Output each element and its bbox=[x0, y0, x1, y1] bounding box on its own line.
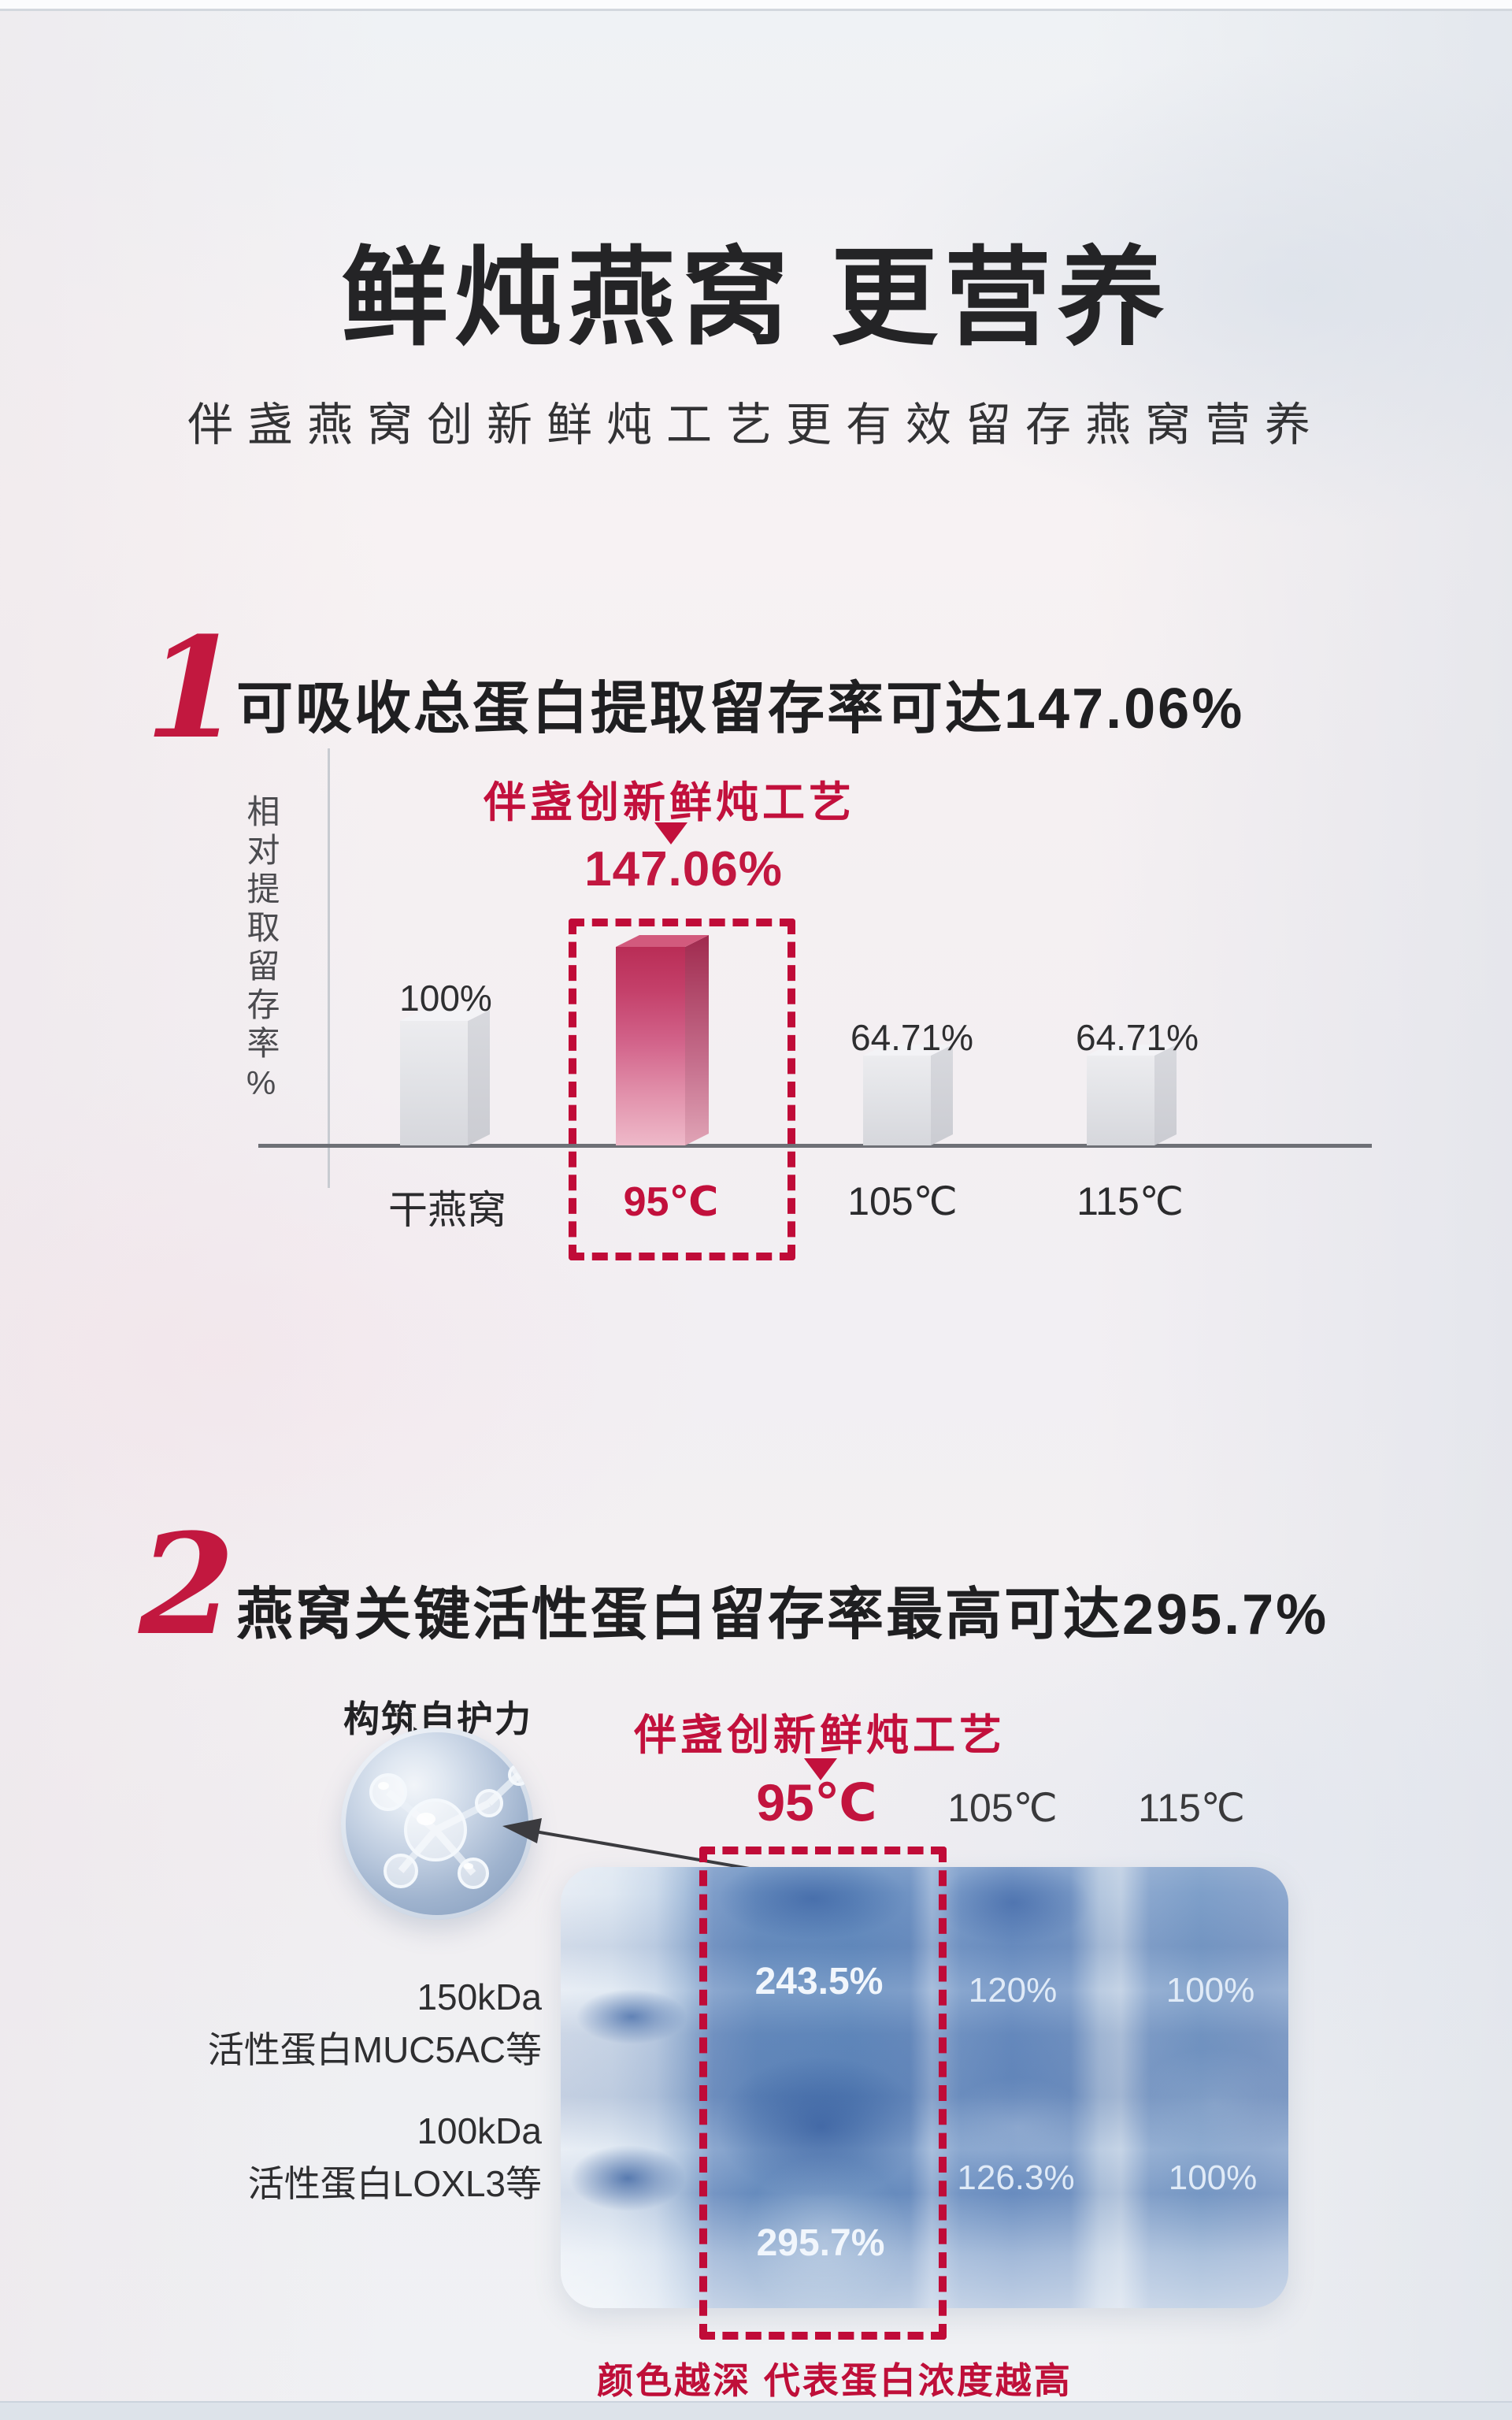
gel-value-105c-muc5ac: 120% bbox=[968, 1971, 1058, 2010]
gel-row-protein-muc5ac: 活性蛋白MUC5AC等 bbox=[207, 2029, 542, 2070]
gel-caption: 颜色越深 代表蛋白浓度越高 bbox=[597, 2360, 1073, 2401]
page-subtitle: 伴盏燕窝创新鲜炖工艺更有效留存燕窝营养 bbox=[187, 399, 1325, 451]
gel-callout-label: 伴盏创新鲜炖工艺 bbox=[634, 1712, 1006, 1759]
chart1-callout-label: 伴盏创新鲜炖工艺 bbox=[484, 779, 855, 826]
bar-115c bbox=[1087, 1045, 1177, 1145]
gel-column-95c: 95℃ bbox=[756, 1773, 877, 1832]
page-title: 鲜炖燕窝 更营养 bbox=[341, 238, 1171, 358]
bar-front-face bbox=[1087, 1056, 1154, 1145]
bar-category-label: 干燕窝 bbox=[388, 1188, 506, 1232]
bar-front-face bbox=[863, 1056, 931, 1145]
chart1-highlight-value: 147.06% bbox=[584, 842, 783, 896]
gel-row-protein-loxl3: 活性蛋白LOXL3等 bbox=[247, 2163, 542, 2204]
bar-105c bbox=[863, 1045, 953, 1145]
chart1-y-axis-line bbox=[328, 748, 330, 1188]
gel-value-115c-muc5ac: 100% bbox=[1166, 1971, 1255, 2010]
bar-top-face bbox=[1087, 1045, 1177, 1056]
bar-category-label-highlight: 95℃ bbox=[623, 1179, 719, 1225]
bar-value-label: 64.71% bbox=[1075, 1017, 1199, 1058]
bar-top-face bbox=[400, 1010, 490, 1021]
section2-heading: 燕窝关键活性蛋白留存率最高可达295.7% bbox=[236, 1583, 1329, 1646]
chart1-y-axis-label: 相对提取留存率% bbox=[243, 794, 280, 1107]
bar-top-face bbox=[863, 1045, 953, 1056]
bar-value-label: 100% bbox=[399, 978, 492, 1019]
chart1-highlight-dashed-box bbox=[569, 919, 795, 1260]
bar-front-face bbox=[616, 947, 685, 1145]
gel-highlight-dashed-box bbox=[699, 1847, 947, 2340]
down-arrow-icon bbox=[804, 1758, 837, 1780]
section1-number: 1 bbox=[145, 607, 242, 770]
bar-dry-birdnest bbox=[400, 1010, 490, 1145]
bar-front-face bbox=[400, 1021, 468, 1145]
gel-row-marker-150kda: 150kDa bbox=[417, 1976, 542, 2017]
top-strip bbox=[0, 0, 1512, 9]
gel-value-95c-loxl3: 295.7% bbox=[756, 2222, 885, 2264]
gel-value-105c-loxl3: 126.3% bbox=[957, 2158, 1075, 2197]
molecule-photo bbox=[341, 1728, 533, 1920]
gel-row-marker-100kda: 100kDa bbox=[417, 2110, 542, 2151]
bar-value-label: 64.71% bbox=[850, 1017, 973, 1058]
gel-column-105c: 105℃ bbox=[947, 1786, 1058, 1830]
bar-95c-highlight bbox=[616, 935, 709, 1145]
bottom-strip bbox=[0, 2401, 1512, 2420]
gel-column-115c: 115℃ bbox=[1138, 1786, 1245, 1830]
down-arrow-icon bbox=[654, 822, 687, 844]
top-hairline bbox=[0, 9, 1512, 11]
gel-value-95c-muc5ac: 243.5% bbox=[754, 1961, 884, 2002]
gel-electrophoresis-image bbox=[561, 1867, 1288, 2308]
chart1-baseline bbox=[258, 1144, 1372, 1148]
gel-value-115c-loxl3: 100% bbox=[1168, 2158, 1258, 2197]
bar-category-label: 115℃ bbox=[1077, 1179, 1184, 1223]
molecule-illustration bbox=[369, 1764, 530, 1889]
bar-category-label: 105℃ bbox=[847, 1179, 958, 1223]
bar-top-face bbox=[616, 935, 709, 947]
section2-number: 2 bbox=[139, 1503, 235, 1666]
section1-heading: 可吸收总蛋白提取留存率可达147.06% bbox=[236, 677, 1245, 740]
